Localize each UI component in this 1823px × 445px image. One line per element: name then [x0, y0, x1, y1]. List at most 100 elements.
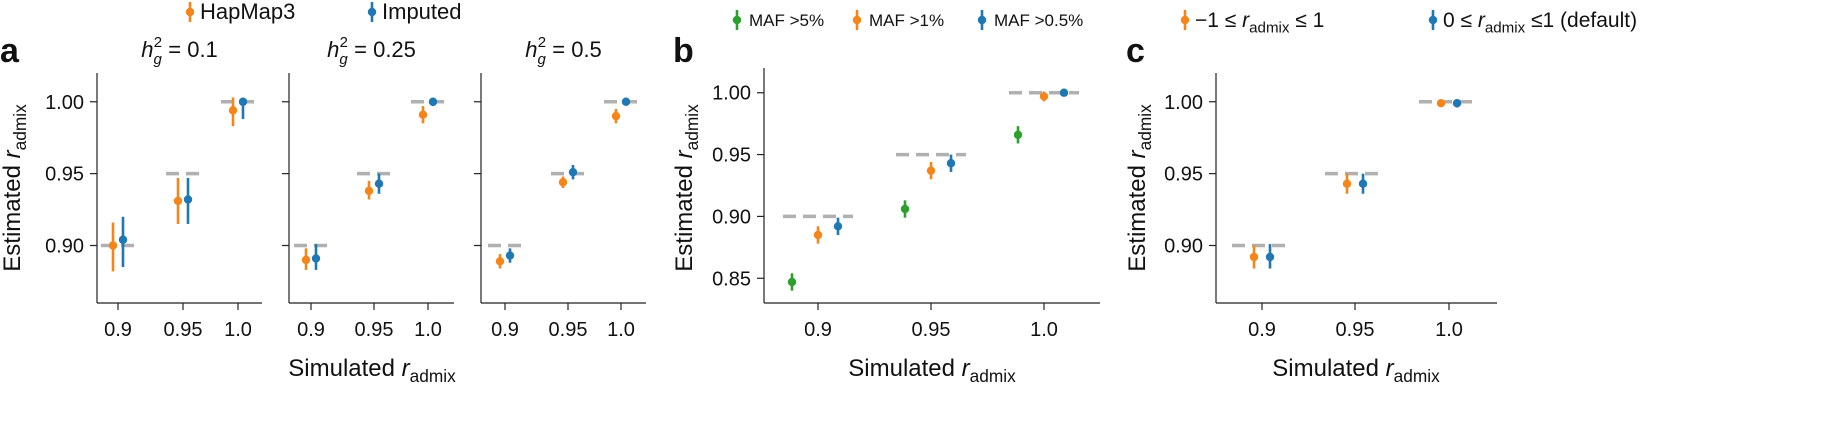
hapmap3-marker-point — [495, 257, 505, 266]
hapmap3-marker — [364, 180, 374, 200]
y-tick-label: 1.00 — [1164, 92, 1203, 114]
maf-marker-0 — [900, 200, 910, 218]
maf-marker-1-point — [813, 230, 823, 240]
hapmap3-marker — [173, 177, 183, 224]
maf-marker-0 — [787, 273, 797, 291]
subpanel-a1: 0.90 0.95 1.00 hg2 = 0.1 0.9 0.95 1.0 — [45, 34, 262, 341]
legend-marker-maf-2 — [977, 10, 987, 30]
hapmap3-marker-point — [173, 196, 183, 206]
range-marker-0-point — [1249, 252, 1259, 262]
maf-marker-0 — [1013, 126, 1023, 144]
range-marker-0-point — [1342, 179, 1352, 188]
maf-marker-2-point — [833, 222, 843, 231]
x-tick-label: 1.0 — [1435, 319, 1463, 341]
y-axis-label-b: Estimated radmix — [671, 104, 702, 272]
imputed-marker — [118, 216, 128, 268]
x-tick-label: 0.9 — [297, 319, 325, 341]
x-axis-label-a: Simulated radmix — [288, 355, 456, 386]
x-tick-label: 1.0 — [607, 319, 635, 341]
x-tick-label: 0.95 — [355, 319, 394, 341]
maf-marker-2 — [946, 154, 956, 172]
x-tick-label: 0.95 — [1336, 319, 1375, 341]
hapmap3-marker — [108, 222, 118, 272]
range-marker-1 — [1358, 173, 1368, 194]
y-axis-label-c: Estimated radmix — [1124, 104, 1155, 272]
maf-marker-1 — [813, 226, 823, 244]
y-tick-label: 1.00 — [712, 83, 751, 105]
x-tick-label: 1.0 — [224, 319, 252, 341]
range-marker-1 — [1452, 98, 1462, 108]
range-marker-1-point — [1358, 179, 1368, 188]
imputed-marker — [505, 248, 515, 263]
legend-label-maf-1: MAF >1% — [869, 11, 944, 30]
subpanel-title: hg2 = 0.25 — [327, 34, 416, 68]
imputed-marker-point — [621, 97, 631, 106]
y-tick-label: 0.85 — [712, 268, 751, 290]
legend-c: −1 ≤ radmix ≤ 1 0 ≤ radmix ≤1 (default) — [1180, 9, 1637, 36]
imputed-marker — [374, 173, 384, 194]
maf-marker-2-point — [946, 159, 956, 168]
maf-marker-1-point — [1039, 92, 1049, 101]
maf-marker-0-point — [900, 204, 910, 214]
range-marker-0 — [1342, 173, 1352, 194]
imputed-marker — [311, 244, 321, 270]
hapmap3-marker-point — [418, 110, 428, 119]
x-tick-label: 0.9 — [491, 319, 519, 341]
x-tick-label: 0.9 — [804, 319, 832, 341]
y-tick-label: 0.95 — [45, 164, 84, 186]
legend-marker-imputed — [367, 2, 377, 22]
imputed-marker — [428, 97, 438, 107]
hapmap3-marker — [495, 254, 505, 269]
x-axis-label-b: Simulated radmix — [848, 355, 1016, 386]
panel-label-c: c — [1126, 32, 1145, 70]
panel-c: c −1 ≤ radmix ≤ 1 0 ≤ radmix ≤1 (default) 0… — [1124, 9, 1637, 386]
hapmap3-marker-point — [301, 255, 311, 265]
x-tick-label: 0.95 — [549, 319, 588, 341]
range-marker-1-point — [1265, 252, 1275, 262]
range-marker-1 — [1265, 244, 1275, 269]
imputed-marker-point — [311, 254, 321, 263]
hapmap3-marker-point — [228, 106, 238, 115]
y-tick-label: 0.90 — [1164, 236, 1203, 258]
legend-b: MAF >5% MAF >1% MAF >0.5% — [732, 10, 1083, 30]
subpanel-a2: hg2 = 0.25 0.9 0.95 1.0 — [282, 34, 454, 341]
legend-a: HapMap3 Imputed — [185, 0, 462, 24]
subpanel-title: hg2 = 0.5 — [525, 34, 602, 68]
legend-label-maf-2: MAF >0.5% — [994, 11, 1083, 30]
legend-label-hapmap3: HapMap3 — [200, 0, 295, 24]
hapmap3-marker — [611, 108, 621, 124]
x-tick-label: 0.9 — [1248, 319, 1276, 341]
imputed-marker-point — [428, 97, 438, 106]
legend-marker-range-0 — [1180, 10, 1190, 30]
y-tick-label: 0.95 — [712, 145, 751, 167]
maf-marker-2-point — [1059, 88, 1069, 97]
imputed-marker-point — [118, 235, 128, 244]
imputed-marker-point — [505, 251, 515, 260]
y-tick-label: 0.95 — [1164, 164, 1203, 186]
imputed-marker — [183, 177, 193, 224]
maf-marker-0-point — [1013, 130, 1023, 139]
imputed-marker-point — [374, 179, 384, 188]
range-marker-0-point — [1436, 98, 1446, 108]
legend-marker-hapmap3 — [185, 2, 195, 22]
x-tick-label: 0.95 — [164, 319, 203, 341]
imputed-marker — [238, 97, 248, 119]
x-tick-label: 1.0 — [414, 319, 442, 341]
imputed-marker-point — [568, 167, 578, 177]
imputed-marker-point — [238, 97, 248, 106]
imputed-marker — [621, 97, 631, 106]
axes-b: 0.85 0.90 0.95 1.00 0.9 0.95 1.0 — [712, 68, 1100, 341]
subpanel-title: hg2 = 0.1 — [141, 34, 218, 68]
hapmap3-marker-point — [611, 111, 621, 121]
maf-marker-2 — [1059, 88, 1069, 97]
hapmap3-marker-point — [364, 186, 374, 196]
legend-label-range-1: 0 ≤ radmix ≤1 (default) — [1443, 9, 1637, 36]
y-tick-label: 0.90 — [45, 236, 84, 258]
panel-label-a: a — [0, 32, 20, 70]
maf-marker-0-point — [787, 277, 797, 287]
panel-label-b: b — [673, 32, 694, 70]
subpanel-a3: hg2 = 0.5 0.9 0.95 1.0 — [474, 34, 646, 341]
range-marker-1-point — [1452, 98, 1462, 108]
